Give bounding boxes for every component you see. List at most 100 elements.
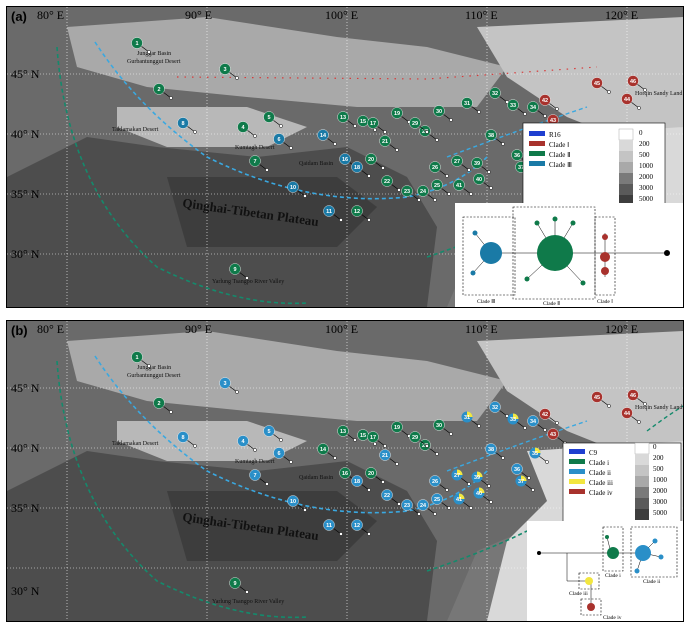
site-number-label: 28 [422,443,428,449]
site-marker-42: 42 [539,94,559,111]
elev-label-0: 0 [639,129,643,137]
site-location-dot [279,124,283,128]
site-circle [219,63,231,75]
place-junggar: Junggar Basin [137,51,171,57]
site-number-label: 22 [384,179,390,185]
site-marker-34: 34 [527,101,547,118]
place-gurbantunggut: Gurbantunggut Desert [127,373,181,379]
legend-swatch-clade-ii [569,469,585,474]
site-number-label: 10 [290,185,296,191]
network-node-clade-ii-b [658,554,664,560]
site-location-dot [433,198,437,202]
place-kumtagh: Kumtagh Desert [235,145,275,151]
site-pie-slice [459,493,465,499]
site-circle [337,111,349,123]
elevation-scale-b: 0 200 500 1000 2000 3000 5000 [634,442,668,520]
site-marker-40: 40 [473,173,493,190]
site-location-dot [637,420,641,424]
site-circle [131,37,143,49]
site-marker-19: 19 [391,107,411,124]
lat-label-45: 45° N [11,67,40,81]
network-box-clade-iii [578,572,600,590]
site-marker-31: 31 [461,411,481,428]
site-marker-46: 46 [627,389,647,406]
legend-b: C9 Clade i Clade ii Clade iii Clade iv 0… [562,442,682,528]
site-location-dot [395,462,399,466]
elev-label-3000: 3000 [639,184,654,192]
site-number-label: 29 [412,121,418,127]
site-location-dot [381,480,385,484]
lon-label-80: 80° E [37,8,64,22]
site-circle [287,181,299,193]
site-location-dot [555,421,559,425]
site-marker-27: 27 [451,155,471,172]
site-marker-14: 14 [317,129,337,146]
site-circle [337,425,349,437]
legend-label-clade3: Clade Ⅲ [549,161,572,169]
site-location-dot [489,500,493,504]
network-node-clade-ii [635,545,651,561]
terrain-east-light [477,331,683,451]
site-location-dot [435,452,439,456]
site-location-dot [245,590,249,594]
network-node-clade3-b [470,270,476,276]
place-horqin: Horqin Sandy Land [635,91,682,97]
boundary-blue-line [94,355,488,514]
site-marker-33: 33 [507,413,527,430]
site-number-label: 31 [464,101,470,107]
site-pie-slice [479,487,485,493]
site-number-label: 21 [382,453,388,459]
site-location-dot [235,390,239,394]
site-circle [417,499,429,511]
site-number-label: 8 [181,435,184,441]
site-marker-5: 5 [263,425,283,442]
elev-label-2000: 2000 [653,487,668,495]
site-marker-9: 9 [229,263,249,280]
site-location-dot [169,96,173,100]
site-location-dot [395,148,399,152]
network-label-clade-ii: Clade ii [643,579,661,585]
site-number-label: 1 [135,41,138,47]
site-marker-18: 18 [351,475,371,492]
site-location-dot [487,484,491,488]
site-location-dot [367,174,371,178]
network-label-clade-i: Clade i [605,573,621,579]
site-circle [391,107,403,119]
network-box-clade-ii [630,526,678,578]
site-number-label: 11 [326,209,332,215]
site-circle [263,425,275,437]
site-number-label: 6 [277,137,280,143]
site-marker-44: 44 [621,407,641,424]
site-marker-6: 6 [273,447,293,464]
site-location-dot [253,448,257,452]
site-marker-30: 30 [433,419,453,436]
site-number-label: 34 [530,105,537,111]
site-location-dot [467,168,471,172]
site-number-label: 5 [267,115,270,121]
site-location-dot [169,410,173,414]
site-marker-17: 17 [367,431,387,448]
site-location-dot [147,50,151,54]
site-location-dot [435,138,439,142]
site-location-dot [477,110,481,114]
legend-box [522,122,666,214]
site-circle [287,495,299,507]
boundary-green-line-east [426,530,528,572]
site-number-label: 4 [241,125,245,131]
site-circle [507,99,519,111]
network-node-clade2-main [537,235,573,271]
site-circle [591,391,603,403]
site-number-label: 20 [368,471,374,477]
legend-swatch-clade3 [529,161,545,166]
site-location-dot [445,488,449,492]
site-pie-slice [477,471,483,477]
site-number-label: 30 [436,109,442,115]
site-marker-45: 45 [591,391,611,408]
site-marker-33: 33 [507,99,527,116]
site-location-dot [433,512,437,516]
site-marker-39: 39 [471,471,491,488]
site-location-dot [289,460,293,464]
lat-label-40: 40° N [11,441,40,455]
network-node-clade3-main [480,242,502,264]
site-number-label: 15 [360,433,366,439]
